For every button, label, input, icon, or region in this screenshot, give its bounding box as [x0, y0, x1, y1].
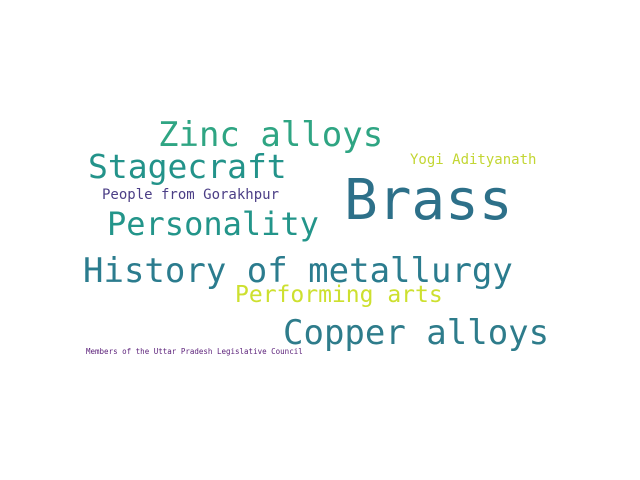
word-stagecraft: Stagecraft: [88, 147, 287, 186]
word-performing-arts: Performing arts: [235, 282, 443, 308]
word-copper-alloys: Copper alloys: [283, 313, 550, 353]
word-history-of-metallurgy: History of metallurgy: [83, 251, 513, 291]
word-zinc-alloys: Zinc alloys: [158, 115, 384, 155]
word-personality: Personality: [107, 205, 319, 243]
word-yogi-adityanath: Yogi Adityanath: [410, 152, 537, 168]
word-people-from-gorakhpur: People from Gorakhpur: [102, 187, 280, 203]
word-brass: Brass: [344, 168, 513, 233]
word-members-of-up-legislative-council: Members of the Uttar Pradesh Legislative…: [86, 347, 303, 356]
